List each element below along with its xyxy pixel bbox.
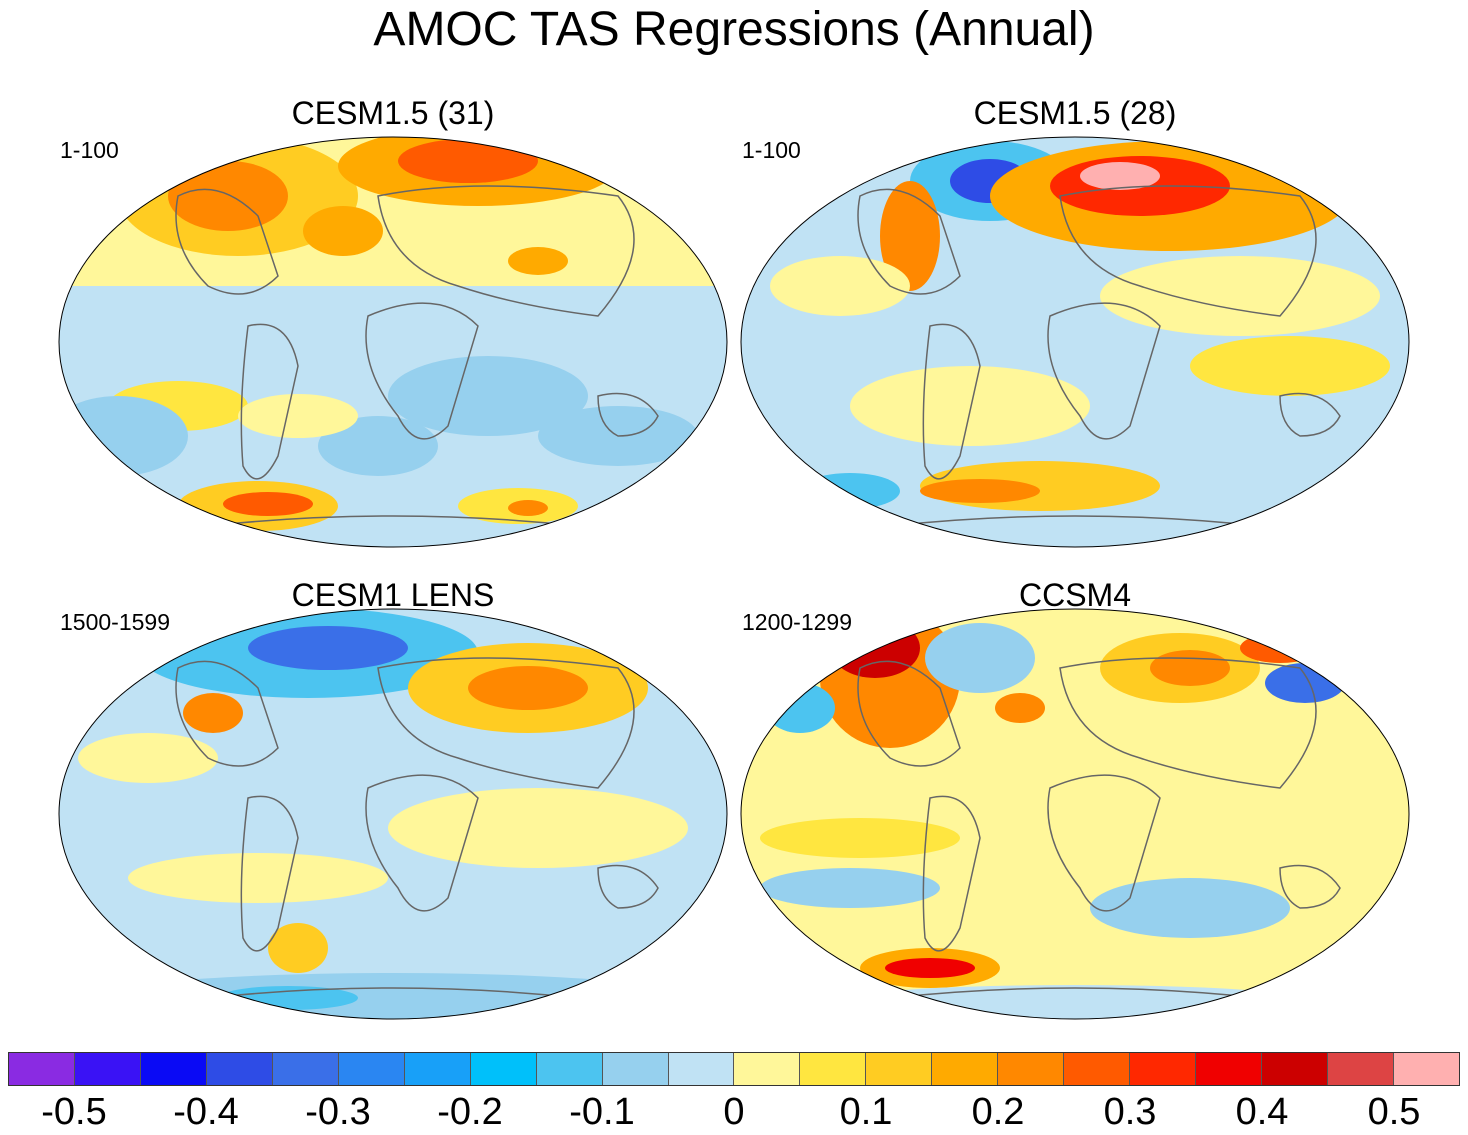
colorbar-tick-label: 0.3 — [1103, 1091, 1157, 1133]
colorbar-cell — [998, 1053, 1065, 1085]
panel-title-cesm15-31: CESM1.5 (31) — [291, 95, 495, 131]
colorbar-tick-label: -0.4 — [173, 1091, 239, 1133]
colorbar-cell — [9, 1053, 75, 1085]
colorbar-cell — [800, 1053, 867, 1085]
panel-title-cesm15-28: CESM1.5 (28) — [973, 95, 1177, 131]
colorbar-cell — [1196, 1053, 1263, 1085]
panel-period-1: 1-100 — [60, 137, 119, 163]
colorbar-cell — [74, 1053, 141, 1085]
colorbar-tick-label: -0.5 — [41, 1091, 107, 1133]
panel-period-4: 1200-1299 — [742, 609, 852, 635]
panel-title-cesm1-lens: CESM1 LENS — [291, 577, 495, 613]
panel-title-ccsm4: CCSM4 — [1018, 577, 1131, 613]
colorbar-tick-label: -0.1 — [569, 1091, 635, 1133]
map-panel-cesm15-28 — [740, 136, 1410, 548]
map-panel-cesm1-lens — [58, 608, 728, 1020]
colorbar-cell — [1394, 1053, 1459, 1085]
colorbar-tick-label: 0.1 — [839, 1091, 893, 1133]
colorbar-tick-label: 0 — [723, 1091, 745, 1133]
colorbar-cell — [734, 1053, 801, 1085]
colorbar-cell — [140, 1053, 207, 1085]
colorbar-cell — [206, 1053, 273, 1085]
colorbar — [8, 1052, 1460, 1086]
colorbar-tick-label: 0.2 — [971, 1091, 1025, 1133]
colorbar-cell — [866, 1053, 933, 1085]
colorbar-cell — [338, 1053, 405, 1085]
main-title: AMOC TAS Regressions (Annual) — [373, 3, 1095, 56]
colorbar-cell — [404, 1053, 471, 1085]
colorbar-tick-label: 0.5 — [1367, 1091, 1421, 1133]
panel-period-2: 1-100 — [742, 137, 801, 163]
colorbar-tick-label: -0.2 — [437, 1091, 503, 1133]
colorbar-cell — [932, 1053, 999, 1085]
colorbar-cell — [1064, 1053, 1131, 1085]
colorbar-cell — [470, 1053, 537, 1085]
colorbar-cell — [1262, 1053, 1329, 1085]
colorbar-tick-label: -0.3 — [305, 1091, 371, 1133]
colorbar-cell — [602, 1053, 669, 1085]
colorbar-cell — [536, 1053, 603, 1085]
colorbar-cell — [668, 1053, 735, 1085]
colorbar-tick-label: 0.4 — [1235, 1091, 1289, 1133]
map-panel-cesm15-31 — [58, 136, 728, 548]
colorbar-cell — [272, 1053, 339, 1085]
colorbar-cell — [1328, 1053, 1395, 1085]
colorbar-cell — [1130, 1053, 1197, 1085]
panel-period-3: 1500-1599 — [60, 609, 170, 635]
map-panel-ccsm4 — [740, 608, 1410, 1020]
